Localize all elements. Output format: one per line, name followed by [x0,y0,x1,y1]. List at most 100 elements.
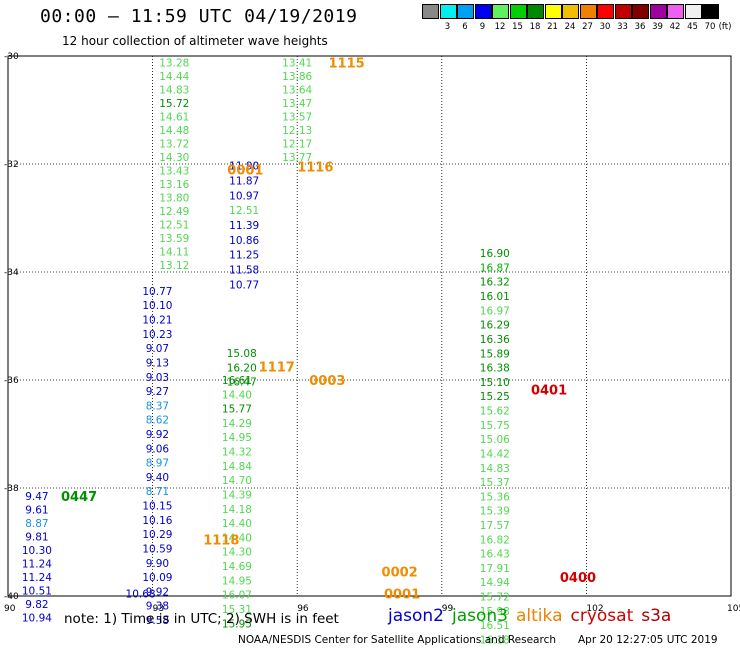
swh-value-label: 12.51 [229,205,259,217]
swh-value-label: 16.51 [480,620,510,632]
swh-value-label: 15.31 [222,604,252,616]
color-swatch [474,4,492,19]
color-swatch [527,4,544,19]
swh-value-label: 9.27 [146,386,169,398]
satellite-legend: jason2 jason3 altika cryosat s3a [388,606,679,626]
swh-value-label: 15.75 [480,420,510,432]
swh-value-label: 12.49 [159,206,189,218]
swh-value-label: 14.29 [222,418,252,430]
swh-value-label: 10.59 [142,543,172,555]
color-swatch [492,4,509,19]
swh-value-label: 13.41 [282,57,312,69]
color-swatch [632,4,649,19]
pass-time-label: 0001 [384,587,420,602]
swh-value-label: 14.30 [222,547,252,559]
color-swatch [649,4,667,19]
color-scale-units: (ft) [718,22,732,32]
color-swatch [614,4,632,19]
swh-value-label: 14.70 [222,475,252,487]
swh-value-label: 14.42 [480,448,510,460]
legend-s3a: s3a [641,606,672,626]
y-tick-label: -30 [4,52,19,62]
color-scale-label: 70 [704,22,716,32]
legend-cryosat: cryosat [570,606,634,626]
swh-value-label: 10.77 [229,279,259,291]
swh-value-label: 10.68 [126,588,156,600]
swh-value-label: 14.83 [159,84,189,96]
color-swatch [457,4,474,19]
swh-value-label: 16.61 [222,375,252,387]
swh-value-label: 9.92 [146,586,169,598]
swh-value-label: 13.47 [282,98,312,110]
swh-value-label: 15.72 [159,98,189,110]
swh-value-label: 13.64 [282,84,312,96]
swh-value-label: 13.59 [159,233,189,245]
x-tick-label: 102 [586,604,603,614]
pass-time-label: 0001 [227,163,263,178]
swh-value-label: 14.40 [222,518,252,530]
swh-value-label: 10.21 [142,315,172,327]
color-swatch [579,4,597,19]
swh-value-label: 14.39 [222,489,252,501]
swh-value-label: 10.51 [22,586,52,598]
swh-value-label: 14.84 [222,461,252,473]
color-scale-label: 9 [479,22,486,32]
x-tick-label: 93 [153,604,164,614]
swh-value-label: 10.29 [142,529,172,541]
color-scale-label: 33 [617,22,628,32]
color-scale-label: 15 [512,22,523,32]
swh-value-label: 9.47 [25,491,48,503]
x-tick-label: 96 [297,604,309,614]
color-swatch [597,4,614,19]
swh-value-label: 15.72 [480,592,510,604]
pass-time-label: 0003 [309,374,345,389]
y-tick-label: -36 [4,376,19,386]
pass-time-label: 1115 [329,56,365,71]
swh-value-label: 13.77 [282,152,312,164]
swh-value-label: 10.23 [142,329,172,341]
color-scale-legend: 3 6 9 12 15 18 21 24 27 30 33 36 39 42 45 70 (ft) [422,4,738,38]
swh-value-label: 13.72 [159,138,189,150]
color-scale-label: 27 [582,22,593,32]
swh-value-label: 16.18 [480,634,510,646]
color-scale-label: 36 [634,22,646,32]
swh-value-label: 11.39 [229,220,259,232]
swh-value-label: 10.97 [229,190,259,202]
swh-value-label: 15.98 [480,606,510,618]
swh-value-label: 8.87 [25,518,48,530]
swh-value-label: 12.13 [282,125,312,137]
swh-value-label: 15.06 [480,434,510,446]
swh-value-label: 11.24 [22,559,52,571]
color-scale-label: 18 [529,22,541,32]
swh-value-label: 13.43 [159,165,189,177]
swh-value-label: 11.90 [229,161,259,173]
footnote: note: 1) Time is in UTC; 2) SWH is in fe… [64,611,339,627]
color-scale-label: 6 [462,22,468,32]
color-scale-label: 3 [444,22,451,32]
legend-altika: altika [516,606,563,626]
swh-value-label: 10.94 [22,613,52,625]
x-tick-label: 90 [4,604,16,614]
swh-value-label: 10.30 [22,545,52,557]
color-swatch [439,4,457,19]
swh-value-label: 13.57 [282,111,312,123]
swh-value-label: 16.20 [227,362,257,374]
swh-value-label: 14.18 [222,504,252,516]
swh-value-label: 15.08 [227,348,257,360]
y-tick-label: -32 [4,160,19,170]
swh-value-label: 15.37 [480,477,510,489]
swh-value-label: 15.39 [480,506,510,518]
pass-time-label: 0002 [382,566,418,581]
swh-value-label: 8.37 [146,400,169,412]
swh-value-label: 9.61 [25,505,48,517]
swh-value-label: 17.57 [480,520,510,532]
y-tick-label: -34 [4,268,19,278]
pass-time-label: 0401 [531,384,567,399]
y-tick-label: -40 [4,592,19,602]
color-swatch [562,4,579,19]
swh-value-label: 9.13 [146,357,169,369]
swh-value-label: 16.91 [480,649,510,650]
swh-value-label: 8.97 [146,458,169,470]
color-swatch [544,4,562,19]
swh-value-label: 15.36 [480,491,510,503]
